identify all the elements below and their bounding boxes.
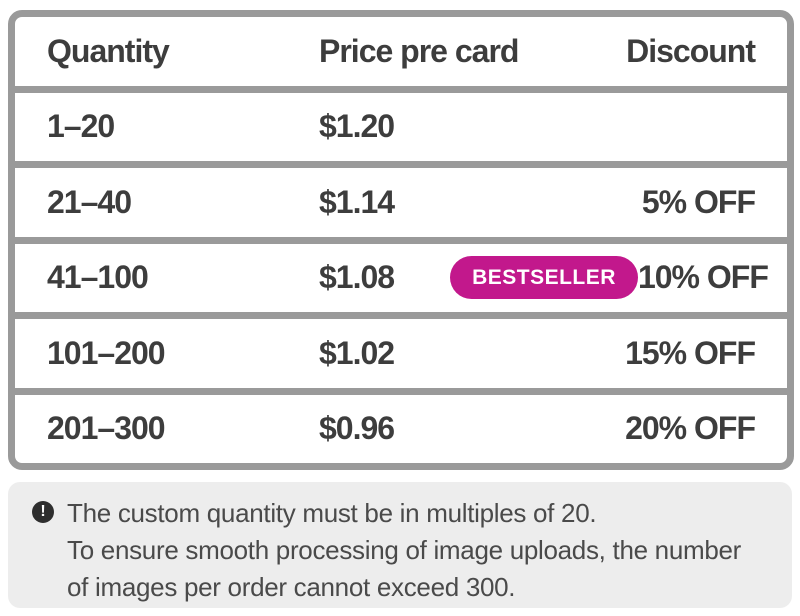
header-quantity: Quantity	[47, 32, 170, 69]
header-discount: Discount	[626, 32, 756, 69]
price-per-card: $1.14	[319, 183, 395, 220]
discount-value: 10% OFF	[637, 259, 769, 296]
price-per-card: $1.20	[319, 108, 395, 145]
note-line: of images per order cannot exceed 300.	[67, 572, 516, 602]
table-row: 21–40 $1.14 5% OFF	[15, 161, 787, 237]
quantity-range: 101–200	[47, 334, 166, 371]
note-line: To ensure smooth processing of image upl…	[67, 535, 742, 565]
discount-value: 20% OFF	[625, 410, 756, 447]
discount-value: 15% OFF	[625, 334, 756, 371]
table-header-row: Quantity Price pre card Discount	[15, 17, 787, 86]
discount-value: 5% OFF	[641, 183, 756, 220]
bestseller-badge: BESTSELLER	[450, 256, 638, 300]
table-row: 201–300 $0.96 20% OFF	[15, 387, 787, 464]
price-per-card: $1.08	[319, 259, 395, 296]
table-row-bestseller: 41–100 $1.08 BESTSELLER 10% OFF	[15, 236, 787, 313]
price-cell: $1.08 BESTSELLER	[319, 256, 638, 300]
price-per-card: $1.02	[319, 334, 395, 371]
exclamation-circle-icon: !	[32, 501, 54, 523]
table-row: 101–200 $1.02 15% OFF	[15, 312, 787, 388]
note-line: The custom quantity must be in multiples…	[67, 498, 597, 528]
header-price-per-card: Price pre card	[319, 32, 519, 69]
table-row: 1–20 $1.20	[15, 85, 787, 162]
order-limit-note: ! The custom quantity must be in multipl…	[8, 482, 792, 608]
price-per-card: $0.96	[319, 410, 395, 447]
pricing-tier-table: Quantity Price pre card Discount 1–20 $1…	[8, 10, 794, 470]
quantity-range: 201–300	[47, 410, 166, 447]
quantity-range: 41–100	[47, 259, 149, 296]
quantity-range: 1–20	[47, 108, 115, 145]
quantity-range: 21–40	[47, 183, 132, 220]
note-text: The custom quantity must be in multiples…	[67, 495, 741, 606]
